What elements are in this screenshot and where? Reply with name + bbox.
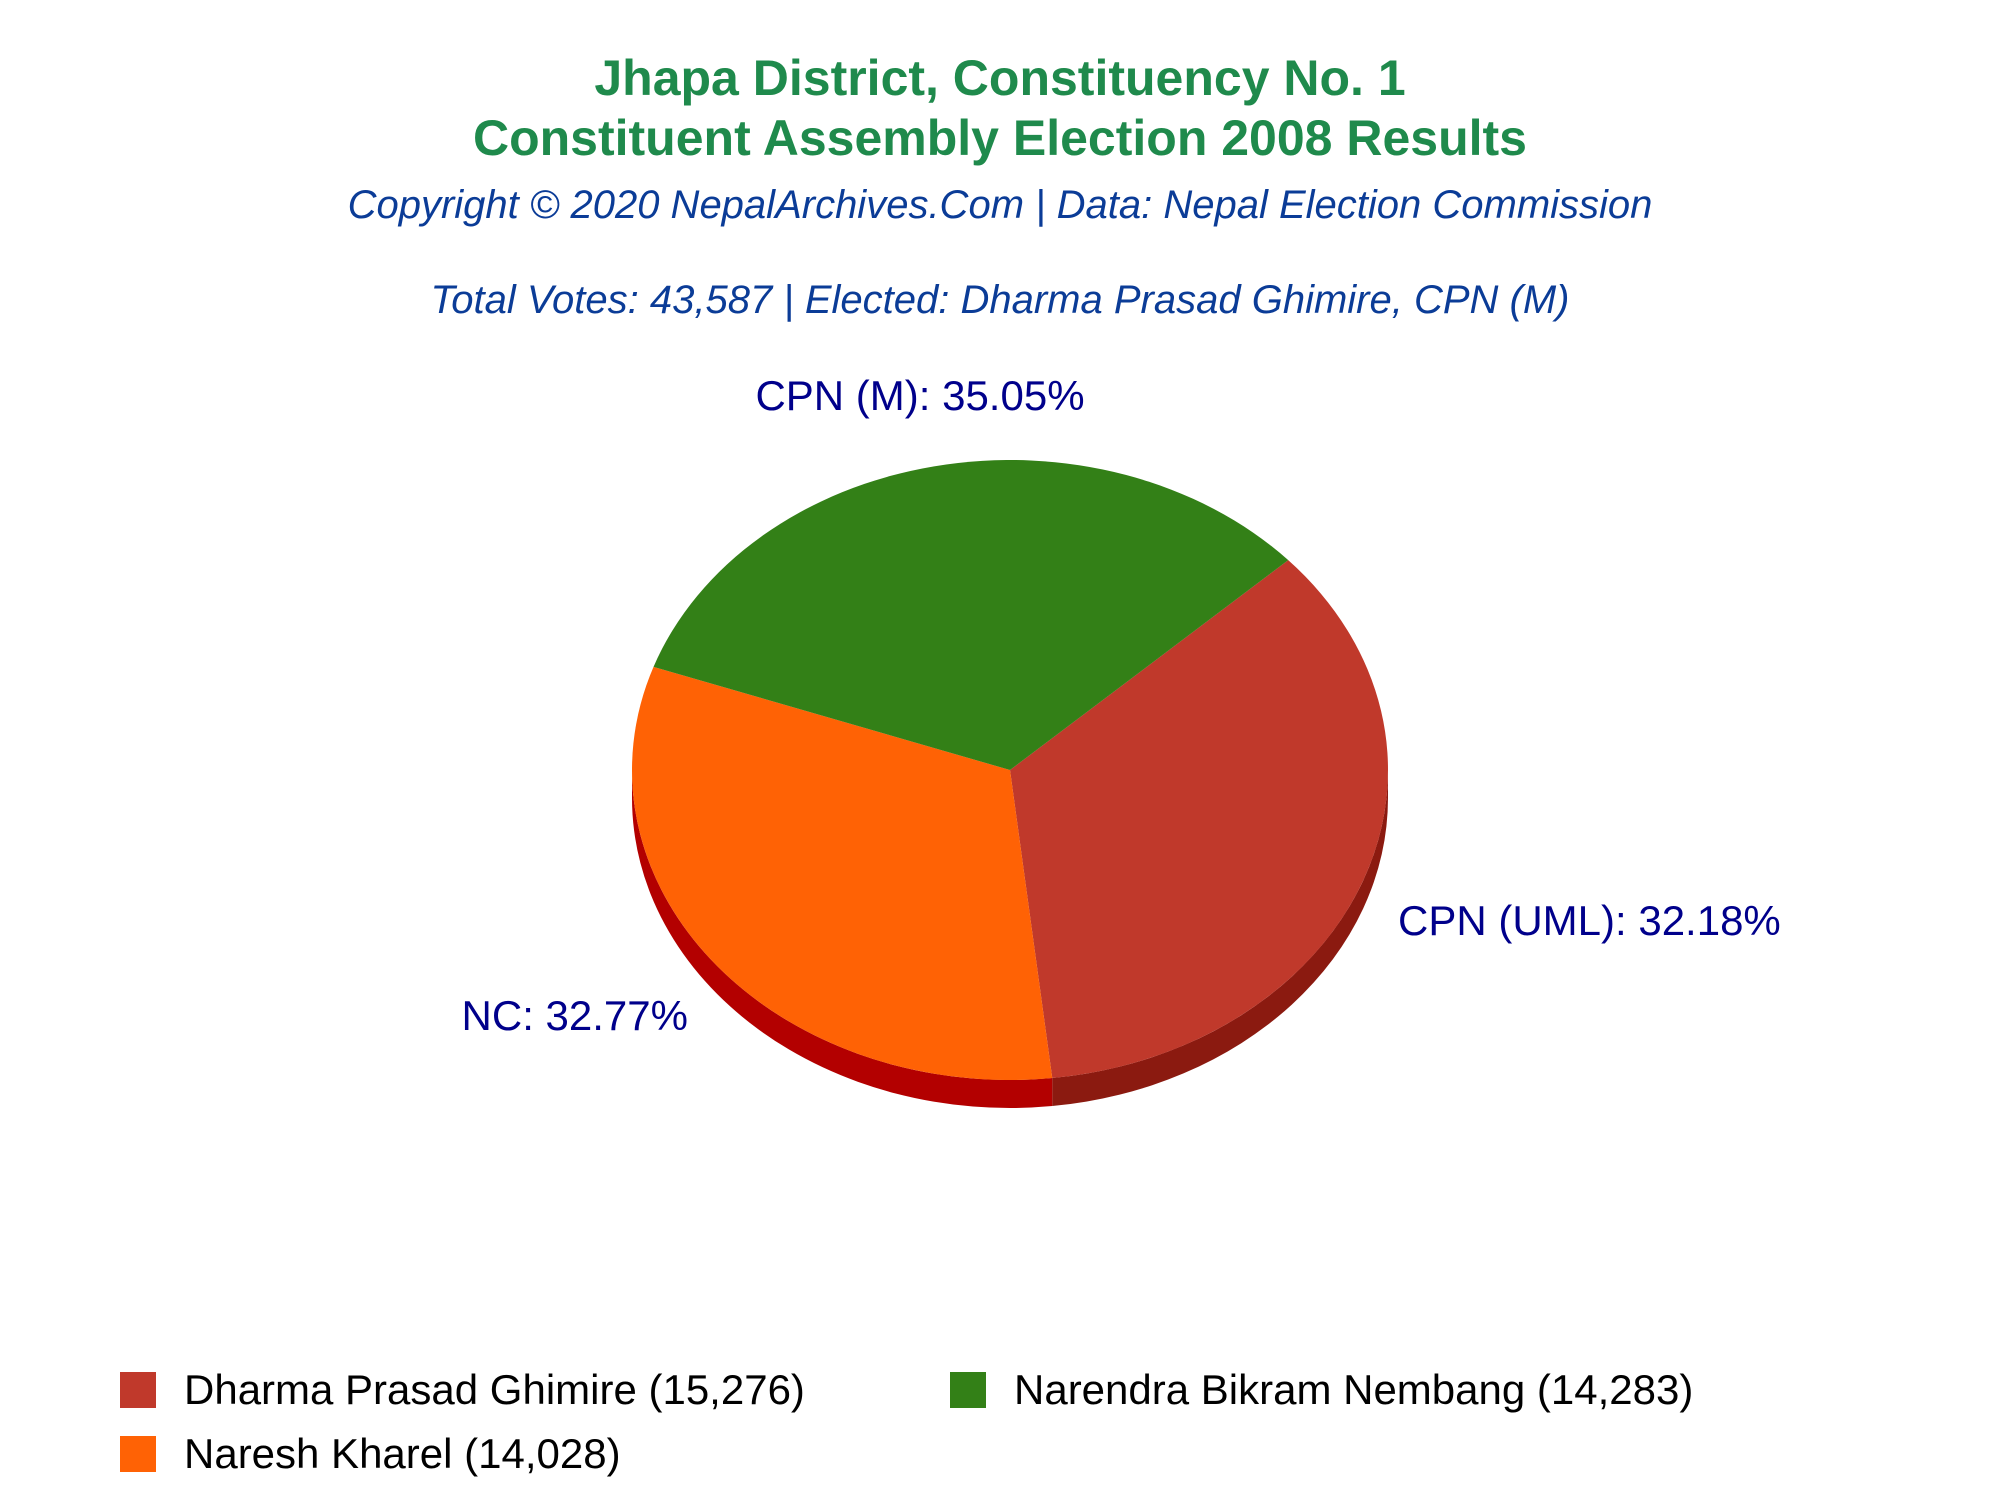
legend-item-1: Narendra Bikram Nembang (14,283)	[950, 1365, 1693, 1415]
legend-label-0: Dharma Prasad Ghimire (15,276)	[184, 1366, 805, 1413]
slice-label-2: NC: 32.77%	[462, 992, 688, 1039]
legend-swatch-1	[950, 1372, 986, 1408]
chart-title-2: Constituent Assembly Election 2008 Resul…	[472, 110, 1527, 166]
legend-item-0: Dharma Prasad Ghimire (15,276)	[120, 1365, 805, 1415]
pie-slice-nc	[653, 459, 1289, 770]
slice-label-0: CPN (M): 35.05%	[755, 372, 1084, 419]
legend-label-2: Naresh Kharel (14,028)	[184, 1430, 621, 1477]
legend-item-2: Naresh Kharel (14,028)	[120, 1429, 621, 1479]
chart-title: Jhapa District, Constituency No. 1	[594, 50, 1406, 106]
pie-side-0-0	[1052, 770, 1388, 1107]
legend-swatch-0	[120, 1372, 156, 1408]
pie-slice-cpn-m	[1010, 560, 1389, 1079]
slice-label-1: CPN (UML): 32.18%	[1398, 897, 1781, 944]
copyright-line: Copyright © 2020 NepalArchives.Com | Dat…	[347, 183, 1653, 227]
summary-line: Total Votes: 43,587 | Elected: Dharma Pr…	[430, 278, 1570, 322]
legend-label-1: Narendra Bikram Nembang (14,283)	[1014, 1366, 1694, 1413]
pie-slice-cpn-uml	[632, 666, 1053, 1081]
legend-swatch-2	[120, 1436, 156, 1472]
